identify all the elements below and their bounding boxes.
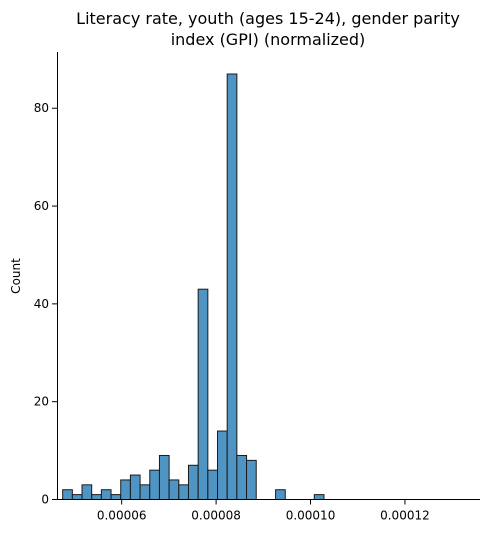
histogram-bar	[81, 484, 93, 500]
histogram-bar	[313, 494, 325, 500]
histogram-bar	[168, 479, 180, 501]
y-tick-label: 20	[34, 395, 49, 409]
y-axis-ticks: 0 20 40 60 80	[34, 101, 57, 507]
histogram-bar	[275, 489, 286, 501]
histogram-bar	[120, 479, 131, 501]
histogram-bar	[197, 288, 209, 501]
histogram-bar	[217, 430, 228, 500]
histogram-bar	[110, 494, 122, 500]
histogram-bar	[139, 484, 151, 500]
histogram-bar	[246, 459, 257, 500]
histogram-bar	[129, 474, 141, 500]
histogram-bar	[62, 489, 73, 501]
x-axis-ticks: 0.00006 0.00008 0.00010 0.00012	[97, 499, 430, 523]
y-tick-label: 0	[41, 493, 49, 507]
histogram-bar	[236, 454, 248, 501]
chart-title-line-1: Literacy rate, youth (ages 15-24), gende…	[76, 9, 460, 28]
histogram-bar	[187, 464, 199, 500]
histogram-bar	[71, 494, 83, 500]
y-axis-label: Count	[9, 258, 23, 294]
x-tick-label: 0.00012	[380, 509, 430, 523]
histogram-bar	[149, 469, 160, 501]
y-tick-label: 60	[34, 199, 49, 213]
histogram-bar	[91, 494, 102, 500]
x-tick-label: 0.00010	[286, 509, 336, 523]
histogram-bar	[226, 73, 238, 500]
histogram-bar	[100, 489, 112, 501]
x-tick-label: 0.00006	[97, 509, 147, 523]
histogram-bar	[178, 484, 189, 500]
histogram-bar	[158, 454, 170, 501]
y-tick-label: 80	[34, 101, 49, 115]
x-tick-label: 0.00008	[191, 509, 241, 523]
y-tick-label: 40	[34, 297, 49, 311]
chart-title-line-2: index (GPI) (normalized)	[171, 30, 366, 49]
histogram-bars	[62, 73, 325, 501]
histogram-bar	[207, 469, 219, 501]
